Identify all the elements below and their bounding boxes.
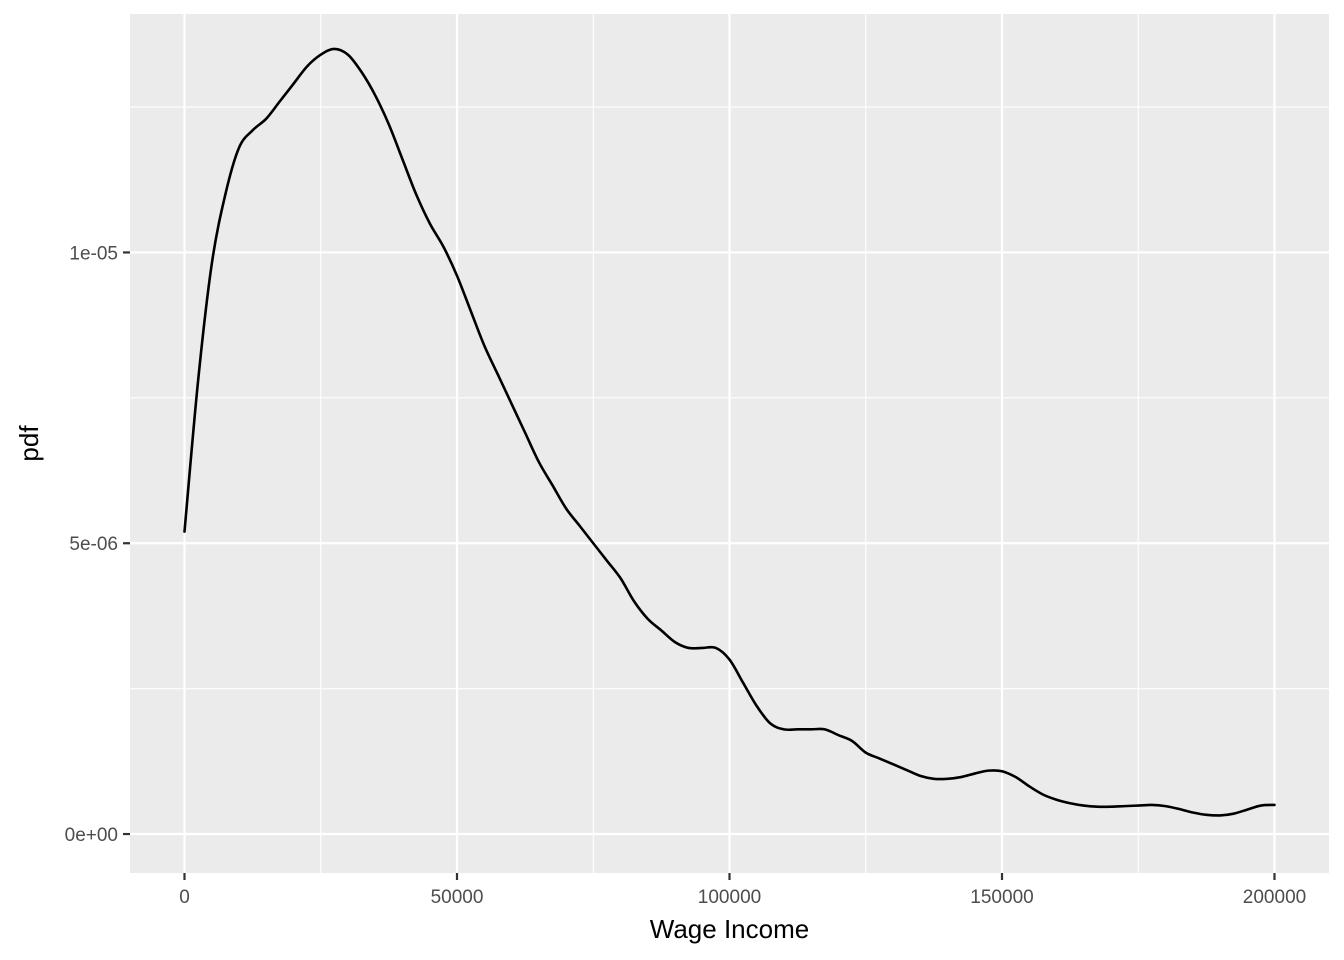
- x-tick-label: 0: [179, 887, 190, 908]
- x-tick-label: 150000: [970, 887, 1033, 908]
- y-tick-label: 1e-05: [69, 243, 118, 264]
- y-tick-label: 0e+00: [65, 825, 118, 846]
- x-tick-label: 200000: [1243, 887, 1306, 908]
- x-tick-label: 100000: [698, 887, 761, 908]
- density-curve: [183, 47, 1276, 817]
- series-layer: [183, 47, 1276, 817]
- y-axis: 0e+00 5e-06 1e-05: [65, 243, 130, 846]
- y-tick-label: 5e-06: [69, 534, 118, 555]
- x-tick-label: 50000: [431, 887, 484, 908]
- y-axis-title: pdf: [14, 425, 44, 462]
- x-axis: 0 50000 100000 150000 200000: [179, 873, 1306, 908]
- major-gridlines: [130, 14, 1329, 873]
- x-axis-title: Wage Income: [650, 914, 809, 944]
